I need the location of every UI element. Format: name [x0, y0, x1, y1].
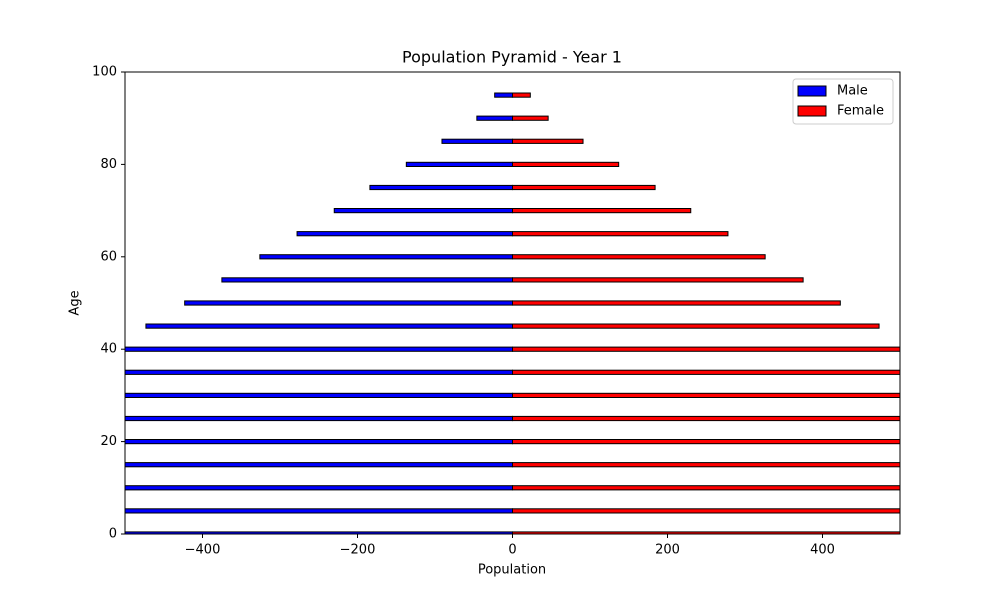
bar	[125, 462, 514, 468]
bar	[145, 323, 514, 329]
y-tick-label: 40	[100, 342, 117, 357]
plot-area	[125, 92, 900, 534]
bar	[125, 508, 514, 514]
bar	[512, 462, 900, 468]
bar	[333, 208, 513, 214]
bar	[512, 485, 900, 491]
bar	[125, 369, 514, 375]
legend-label: Male	[837, 84, 868, 99]
bar	[512, 369, 900, 375]
x-tick-label: −400	[185, 543, 221, 558]
bar	[369, 184, 513, 191]
legend-label: Female	[837, 104, 884, 119]
bar	[512, 115, 549, 121]
bar	[512, 346, 900, 352]
bar	[512, 300, 841, 306]
bar	[512, 392, 900, 398]
bar	[512, 138, 584, 144]
y-tick-label: 80	[100, 157, 117, 172]
bar	[405, 161, 514, 168]
bar	[184, 300, 514, 306]
bar	[259, 254, 513, 260]
y-tick-label: 20	[100, 434, 117, 449]
bar	[512, 277, 804, 283]
x-axis-label: Population	[478, 563, 546, 578]
bar	[221, 277, 513, 283]
y-tick-label: 60	[100, 249, 117, 264]
bar	[512, 254, 766, 260]
bar	[296, 231, 513, 237]
bar	[125, 346, 514, 352]
bar	[512, 92, 531, 98]
x-tick-label: 200	[655, 543, 680, 558]
bar	[512, 161, 620, 168]
bar	[125, 485, 514, 491]
legend-swatch	[797, 85, 827, 97]
chart-title: Population Pyramid - Year 1	[402, 48, 622, 67]
bar	[512, 323, 880, 329]
x-tick-label: 400	[810, 543, 835, 558]
bar	[512, 439, 900, 445]
legend-swatch	[797, 105, 827, 117]
bar	[476, 115, 514, 121]
bar	[125, 392, 514, 398]
bar	[512, 531, 900, 534]
bar	[441, 138, 514, 144]
bar	[512, 508, 900, 514]
bar	[512, 415, 900, 422]
y-axis-label: Age	[68, 290, 83, 315]
bar	[125, 415, 514, 422]
x-tick-label: −200	[340, 543, 376, 558]
bar	[125, 531, 514, 534]
y-tick-label: 100	[92, 65, 117, 80]
x-tick-label: 0	[508, 543, 516, 558]
bar	[494, 92, 513, 98]
bar	[512, 208, 692, 214]
bar	[512, 231, 729, 237]
bar	[125, 439, 514, 445]
y-tick-label: 0	[109, 527, 117, 542]
bar	[512, 184, 656, 191]
